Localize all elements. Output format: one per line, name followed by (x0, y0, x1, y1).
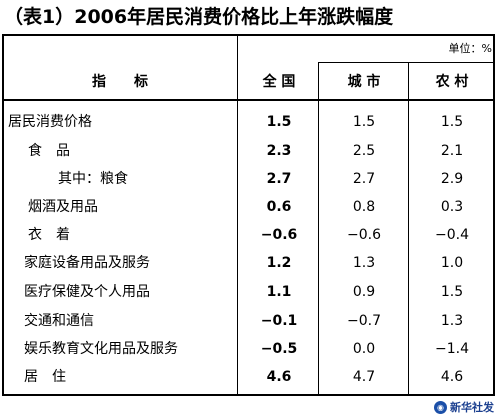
urban-value: 1.5 (352, 114, 376, 130)
rural-value: 2.1 (440, 143, 464, 159)
header-urban: 城 市 (347, 74, 381, 90)
national-value: −0.5 (260, 341, 298, 357)
logo-text: 新华社发 (450, 401, 494, 414)
national-value: 4.6 (266, 369, 292, 385)
xinhua-logo: ◉ 新华社发 (434, 398, 494, 416)
national-value: 0.6 (266, 199, 292, 215)
national-value: 2.7 (266, 171, 292, 187)
row-label: 居民消费价格 (8, 114, 92, 130)
table-row: 娱乐教育文化用品及服务 −0.5 0.0 −1.4 (0, 335, 500, 364)
divider-urban-rural (408, 62, 409, 396)
urban-value: 0.0 (352, 341, 376, 357)
national-value: −0.6 (260, 227, 298, 243)
urban-value: −0.6 (347, 227, 381, 243)
rural-value: −1.4 (435, 341, 469, 357)
urban-value: −0.7 (347, 313, 381, 329)
rural-value: 1.0 (440, 255, 464, 271)
table-row: 其中：粮食 2.7 2.7 2.9 (0, 165, 500, 194)
row-label: 其中：粮食 (58, 171, 128, 187)
rural-value: 1.5 (440, 284, 464, 300)
header-line (2, 99, 495, 101)
header-national: 全 国 (262, 74, 296, 90)
table-frame (2, 34, 495, 396)
table-row: 烟酒及用品 0.6 0.8 0.3 (0, 193, 500, 222)
row-label: 烟酒及用品 (28, 199, 98, 215)
row-label: 居 住 (24, 369, 66, 385)
table-row: 食 品 2.3 2.5 2.1 (0, 137, 500, 166)
urban-value: 2.5 (352, 143, 376, 159)
national-value: 2.3 (266, 143, 292, 159)
national-value: 1.1 (266, 284, 292, 300)
row-label: 交通和通信 (24, 313, 94, 329)
national-value: 1.5 (266, 114, 292, 130)
divider-national-urban (318, 62, 319, 396)
rural-value: 1.3 (440, 313, 464, 329)
rural-value: −0.4 (435, 227, 469, 243)
rural-value: 0.3 (440, 199, 464, 215)
header-indicator: 指 标 (92, 74, 148, 90)
xinhua-emblem-icon: ◉ (434, 400, 447, 414)
table-row: 衣 着 −0.6 −0.6 −0.4 (0, 221, 500, 250)
unit-line (318, 62, 495, 63)
national-value: 1.2 (266, 255, 292, 271)
table-row: 居民消费价格 1.5 1.5 1.5 (0, 108, 500, 137)
row-label: 医疗保健及个人用品 (24, 284, 150, 300)
urban-value: 0.8 (352, 199, 376, 215)
rural-value: 2.9 (440, 171, 464, 187)
divider-indicator-national (237, 34, 238, 396)
unit-label: 单位：% (448, 42, 492, 55)
header-rural: 农 村 (435, 74, 469, 90)
row-label: 家庭设备用品及服务 (24, 255, 150, 271)
rural-value: 4.6 (440, 369, 464, 385)
table-row: 家庭设备用品及服务 1.2 1.3 1.0 (0, 249, 500, 278)
table-row: 医疗保健及个人用品 1.1 0.9 1.5 (0, 278, 500, 307)
row-label: 衣 着 (28, 227, 70, 243)
national-value: −0.1 (260, 313, 298, 329)
row-label: 食 品 (28, 143, 70, 159)
rural-value: 1.5 (440, 114, 464, 130)
table-row: 交通和通信 −0.1 −0.7 1.3 (0, 307, 500, 336)
row-label: 娱乐教育文化用品及服务 (24, 341, 178, 357)
urban-value: 4.7 (352, 369, 376, 385)
urban-value: 2.7 (352, 171, 376, 187)
urban-value: 1.3 (352, 255, 376, 271)
urban-value: 0.9 (352, 284, 376, 300)
table-title: （表1）2006年居民消费价格比上年涨跌幅度 (4, 6, 394, 28)
table-row: 居 住 4.6 4.7 4.6 (0, 363, 500, 392)
